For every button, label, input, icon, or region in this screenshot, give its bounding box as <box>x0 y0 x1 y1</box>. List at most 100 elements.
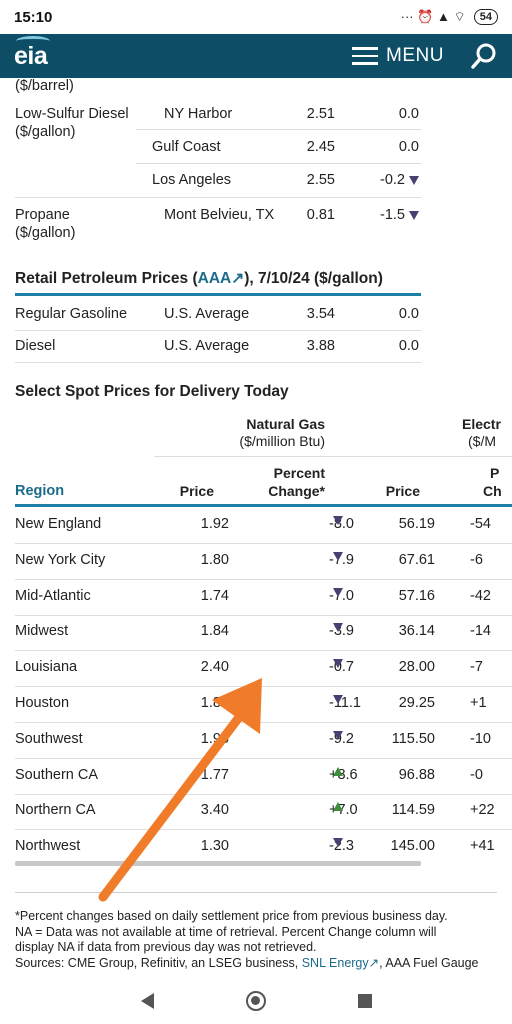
price: 2.55 <box>306 172 335 188</box>
down-arrow-icon <box>333 516 343 525</box>
external-link-icon[interactable]: ↗ <box>368 955 380 970</box>
table-row: Southwest 1.95 -9.2 115.50 -10 <box>15 730 512 751</box>
row-divider <box>15 829 512 831</box>
change-cell: -1.5 <box>380 207 419 223</box>
percent-change-header-line2: Change* <box>268 483 325 499</box>
row-divider <box>15 757 512 759</box>
site-header: eia MENU <box>0 34 512 78</box>
location: U.S. Average <box>164 306 250 322</box>
table-row: Mid-Atlantic 1.74 -7.0 57.16 -42 <box>15 587 512 608</box>
region-name: Midwest <box>15 623 69 640</box>
price: 1.84 <box>200 623 229 640</box>
logo-swoosh-icon <box>16 35 50 46</box>
down-arrow-icon <box>333 730 343 740</box>
row-divider <box>15 793 512 795</box>
status-bar: 15:10 ··· ⏰ ▲ ⌔ 54 <box>0 0 512 34</box>
table-row: Northern CA 3.40 +7.0 114.59 +22 <box>15 802 512 822</box>
table-row: Northwest 1.30 -2.3 145.00 +41 <box>15 838 512 858</box>
electricity-percent-change: -0 <box>470 766 483 783</box>
electricity-pct-header-line1: P <box>490 465 500 481</box>
location: Los Angeles <box>152 172 232 188</box>
search-icon <box>471 43 496 69</box>
spot-prices-title: Select Spot Prices for Delivery Today <box>15 383 289 400</box>
table-row: Louisiana 2.40 -0.7 28.00 -7 <box>15 659 512 679</box>
electricity-price: 57.16 <box>398 587 435 604</box>
status-icons: ··· ⏰ ▲ ⌔ 54 <box>401 9 498 25</box>
product-name: Diesel <box>15 338 56 354</box>
electricity-price: 28.00 <box>398 659 435 676</box>
table-row: New England 1.92 -8.0 56.19 -54 <box>15 516 512 536</box>
electricity-price: 96.88 <box>398 766 435 783</box>
price-header: Price <box>179 483 214 499</box>
price: 1.95 <box>200 730 229 747</box>
footnote: *Percent changes based on daily settleme… <box>15 909 479 970</box>
location: Mont Belvieu, TX <box>164 207 275 223</box>
electricity-price-header: Price <box>385 483 420 499</box>
electricity-pct-header-line2: Ch <box>483 483 502 499</box>
row-divider <box>15 543 512 544</box>
product-unit: ($/gallon) <box>15 124 76 140</box>
price: 1.74 <box>200 587 229 604</box>
product-unit: ($/gallon) <box>15 225 76 241</box>
table-row: New York City 1.80 -7.9 67.61 -6 <box>15 551 512 572</box>
row-divider <box>15 197 421 198</box>
row-divider <box>15 686 512 688</box>
region-name: Mid-Atlantic <box>15 587 91 604</box>
change-cell: -0.2 <box>380 172 419 188</box>
retail-prices-title: Retail Petroleum Prices (AAA↗), 7/10/24 … <box>15 270 383 287</box>
price: 3.54 <box>306 306 335 322</box>
down-arrow-icon <box>333 659 343 669</box>
price: 3.40 <box>200 802 229 819</box>
menu-label: MENU <box>386 45 444 66</box>
natural-gas-unit: ($/million Btu) <box>239 433 325 449</box>
product-name: Propane <box>15 207 70 223</box>
up-arrow-icon <box>333 766 343 776</box>
electricity-price: 67.61 <box>398 551 435 568</box>
region-name: Southern CA <box>15 766 99 783</box>
row-divider <box>15 330 421 331</box>
region-header: Region <box>15 483 65 499</box>
hamburger-icon <box>352 47 379 65</box>
header-rule <box>15 504 512 507</box>
row-divider <box>15 722 512 723</box>
electricity-percent-change: -10 <box>470 730 491 747</box>
electricity-percent-change: -54 <box>470 516 491 532</box>
snl-energy-link[interactable]: SNL Energy <box>301 955 369 970</box>
electricity-percent-change: -6 <box>470 551 483 568</box>
location: Gulf Coast <box>152 139 221 155</box>
down-arrow-icon <box>333 551 343 561</box>
down-arrow-icon <box>409 210 419 220</box>
location: NY Harbor <box>164 106 233 122</box>
external-link-icon[interactable]: ↗ <box>231 270 245 287</box>
status-indicator-icons: ··· ⏰ ▲ ⌔ <box>400 9 466 24</box>
table-row: Midwest 1.84 -3.9 36.14 -14 <box>15 623 512 643</box>
row-divider <box>15 578 512 580</box>
status-time: 15:10 <box>14 8 53 26</box>
horizontal-scrollbar[interactable] <box>15 861 421 866</box>
down-arrow-icon <box>333 695 343 704</box>
electricity-unit: ($/M <box>468 433 496 449</box>
page-content[interactable]: ($/barrel) Low-Sulfur Diesel ($/gallon) … <box>0 78 512 978</box>
electricity-percent-change: -14 <box>470 623 491 640</box>
change: 0.0 <box>398 306 419 322</box>
search-button[interactable] <box>470 42 498 70</box>
region-name: New York City <box>15 551 106 568</box>
change: -0.2 <box>380 172 405 188</box>
menu-button[interactable]: MENU <box>352 45 444 67</box>
recents-icon[interactable] <box>357 994 372 1008</box>
down-arrow-icon <box>333 623 343 633</box>
product-name: Regular Gasoline <box>15 306 128 322</box>
aaa-link[interactable]: AAA <box>197 270 232 287</box>
price: 1.92 <box>200 516 229 532</box>
electricity-price: 114.59 <box>391 802 435 819</box>
system-navigation-bar <box>0 978 512 1024</box>
price: 2.40 <box>200 659 229 676</box>
back-icon[interactable] <box>140 993 154 1009</box>
electricity-price: 29.25 <box>398 695 435 711</box>
row-divider <box>15 614 512 616</box>
price: 1.77 <box>200 766 229 783</box>
eia-logo[interactable]: eia <box>14 35 50 71</box>
up-arrow-icon <box>333 802 343 812</box>
home-icon[interactable] <box>245 991 266 1011</box>
percent-change-header-line1: Percent <box>273 465 325 481</box>
